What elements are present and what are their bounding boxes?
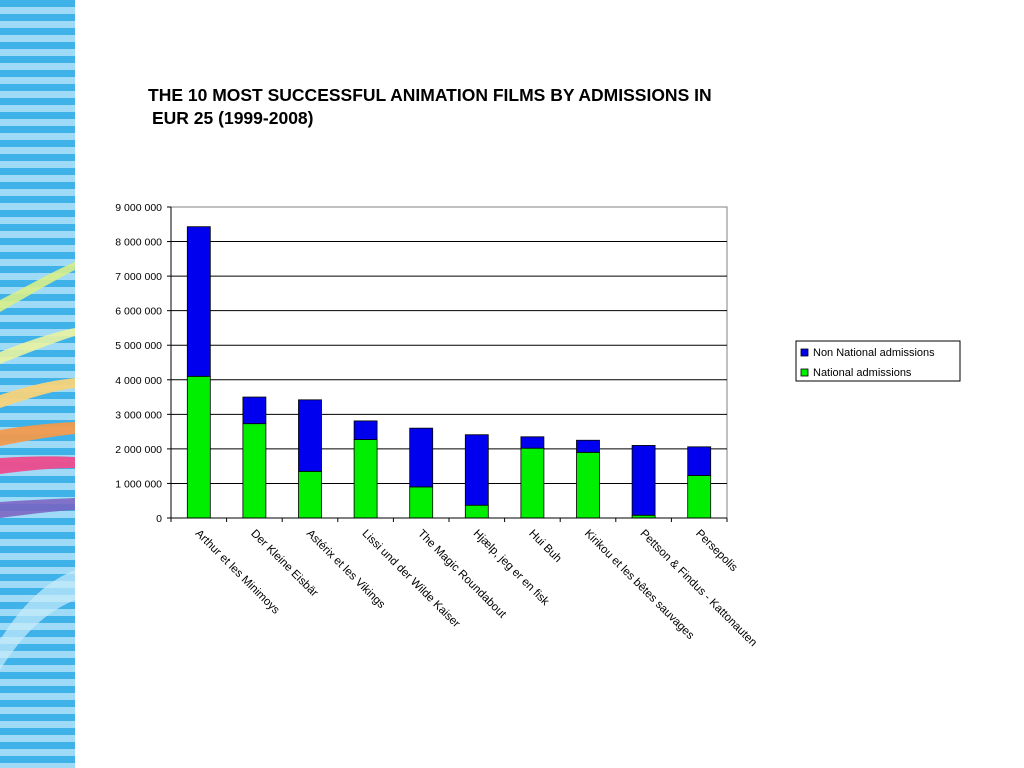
bar-non-national <box>298 399 322 472</box>
bar-national <box>464 504 489 519</box>
chart-title: THE 10 MOST SUCCESSFUL ANIMATION FILMS B… <box>148 84 848 130</box>
chart-title-line-1: THE 10 MOST SUCCESSFUL ANIMATION FILMS B… <box>148 85 712 105</box>
y-tick-label: 3 000 000 <box>115 409 162 421</box>
y-tick-label: 4 000 000 <box>115 375 162 387</box>
decorative-side-band <box>0 0 75 768</box>
bar-national <box>520 447 545 519</box>
axes <box>167 206 728 522</box>
bar-national <box>576 451 600 519</box>
legend-swatch <box>800 368 809 377</box>
x-tick-label: Kirikou et les bêtes sauvages <box>582 528 696 642</box>
legend-swatch <box>800 348 809 357</box>
bar-non-national <box>687 446 712 476</box>
x-tick-label: Persepolis <box>693 528 740 575</box>
bars <box>186 226 712 519</box>
bar-non-national <box>520 436 545 449</box>
x-tick-label: The Magic Roundabout <box>415 528 509 622</box>
bar-non-national <box>353 420 378 440</box>
bar-national <box>687 475 712 519</box>
y-tick-label: 5 000 000 <box>115 340 162 352</box>
y-tick-label: 6 000 000 <box>115 306 162 318</box>
bar-non-national <box>464 434 489 506</box>
x-tick-label: Lissi und der Wilde Kaiser <box>359 528 462 631</box>
x-tick-label: Pettson & Findus - Kattonauten <box>637 528 759 650</box>
bar-non-national <box>242 396 267 425</box>
legend-label: National admissions <box>813 367 912 379</box>
bar-national <box>186 375 211 519</box>
bar-non-national <box>409 427 434 488</box>
bar-non-national <box>186 226 211 377</box>
bar-national <box>409 486 434 519</box>
y-tick-label: 0 <box>156 513 162 525</box>
y-tick-label: 2 000 000 <box>115 444 162 456</box>
y-tick-label: 9 000 000 <box>115 202 162 214</box>
legend: Non National admissions National admissio… <box>795 340 961 382</box>
y-tick-label: 8 000 000 <box>115 237 162 249</box>
bar-national <box>353 439 378 519</box>
y-tick-label: 7 000 000 <box>115 271 162 283</box>
bar-non-national <box>631 445 656 516</box>
chart-title-line-2: EUR 25 (1999-2008) <box>152 108 314 128</box>
bar-national <box>242 423 267 519</box>
y-tick-labels: 0 1 000 000 2 000 000 3 000 000 4 000 000 5 0… <box>115 202 162 525</box>
y-tick-label: 1 000 000 <box>115 478 162 490</box>
legend-box <box>795 340 961 382</box>
x-tick-label: Hui Buh <box>526 528 563 565</box>
legend-label: Non National admissions <box>813 347 935 359</box>
bar-non-national <box>576 439 600 453</box>
bar-national <box>298 470 322 519</box>
